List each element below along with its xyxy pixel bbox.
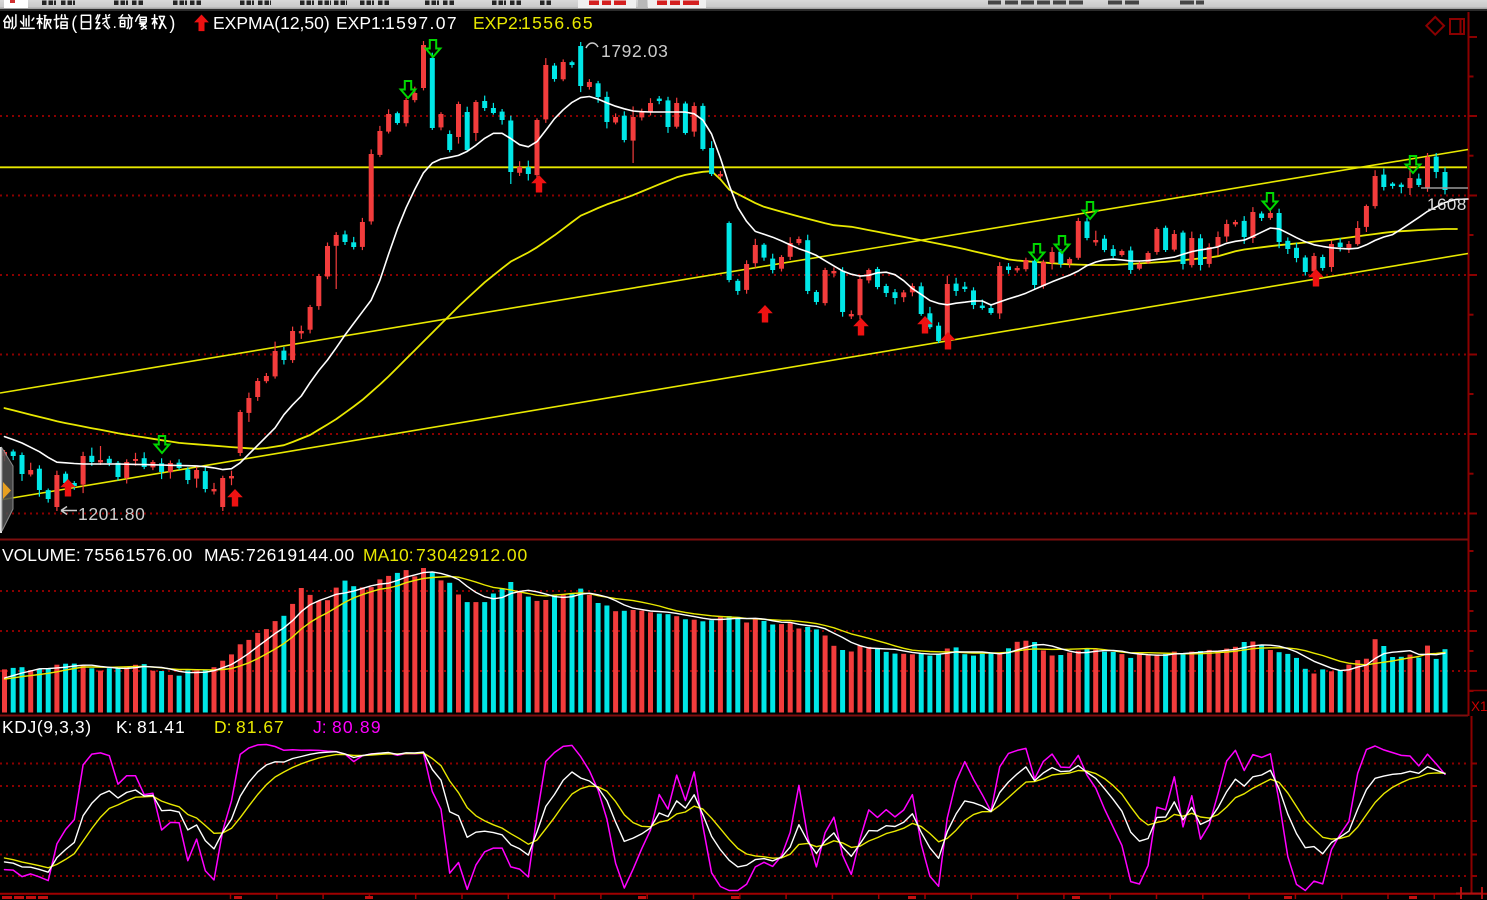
svg-text:1556.65: 1556.65 <box>521 13 594 33</box>
svg-text:72619144.00: 72619144.00 <box>246 545 355 565</box>
svg-text:EXPMA(12,50): EXPMA(12,50) <box>213 13 330 33</box>
svg-text:EXP2:: EXP2: <box>473 13 523 33</box>
svg-text:75561576.00: 75561576.00 <box>84 545 193 565</box>
svg-text:VOLUME:: VOLUME: <box>2 545 81 565</box>
svg-text:.: . <box>113 15 117 32</box>
svg-text:MA10:: MA10: <box>363 545 414 565</box>
svg-text:80.89: 80.89 <box>332 717 382 737</box>
svg-text:X1: X1 <box>1471 699 1487 714</box>
svg-text:KDJ(9,3,3): KDJ(9,3,3) <box>2 717 92 737</box>
svg-text:J:: J: <box>313 717 327 737</box>
svg-text:81.41: 81.41 <box>137 717 186 737</box>
svg-text:K:: K: <box>116 717 133 737</box>
svg-text:MA5:: MA5: <box>204 545 245 565</box>
svg-text:): ) <box>169 13 175 33</box>
svg-text:1792.03: 1792.03 <box>601 41 668 61</box>
svg-text:1201.80: 1201.80 <box>78 504 145 524</box>
svg-text:1597.07: 1597.07 <box>385 13 458 33</box>
svg-text:(: ( <box>71 13 77 33</box>
svg-text:EXP1:: EXP1: <box>336 13 386 33</box>
svg-text:73042912.00: 73042912.00 <box>416 545 528 565</box>
svg-text:81.67: 81.67 <box>236 717 285 737</box>
svg-text:D:: D: <box>214 717 232 737</box>
svg-text:1608: 1608 <box>1427 195 1467 214</box>
